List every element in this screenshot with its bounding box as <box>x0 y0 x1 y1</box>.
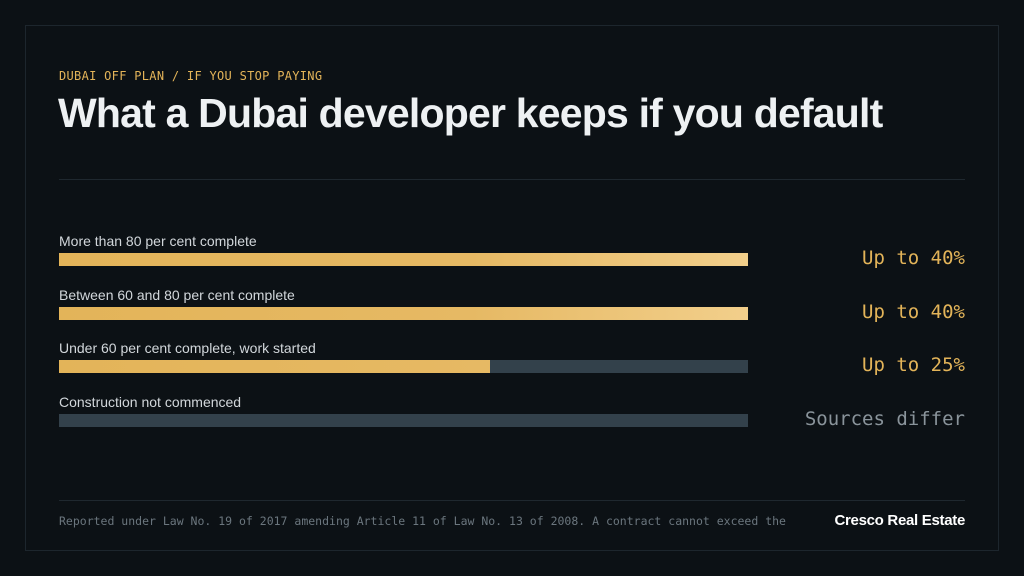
bar-label: Construction not commenced <box>59 394 242 411</box>
divider-bottom <box>59 500 965 501</box>
eyebrow-label: DUBAI OFF PLAN / IF YOU STOP PAYING <box>59 69 323 83</box>
bar <box>59 306 748 320</box>
bar-value-label: Sources differ <box>804 408 965 431</box>
bar-track <box>59 306 748 320</box>
divider-top <box>59 179 965 180</box>
bar <box>59 360 490 374</box>
bar-value-label: Up to 40% <box>862 300 965 323</box>
bar-label: Under 60 per cent complete, work started <box>59 340 316 357</box>
bar <box>59 253 748 266</box>
bar-value-label: Up to 40% <box>862 247 965 269</box>
bar-value-label: Up to 25% <box>862 354 965 377</box>
bar-track <box>59 253 748 266</box>
bar-track <box>59 360 748 374</box>
brand-logo-text: Cresco Real Estate <box>834 512 965 529</box>
footnote: Reported under Law No. 19 of 2017 amendi… <box>59 514 786 528</box>
bar-track <box>59 414 748 428</box>
card-frame <box>25 25 999 551</box>
bar-label: More than 80 per cent complete <box>59 233 257 249</box>
chart-title: What a Dubai developer keeps if you defa… <box>58 90 883 136</box>
bar-label: Between 60 and 80 per cent complete <box>59 286 295 303</box>
